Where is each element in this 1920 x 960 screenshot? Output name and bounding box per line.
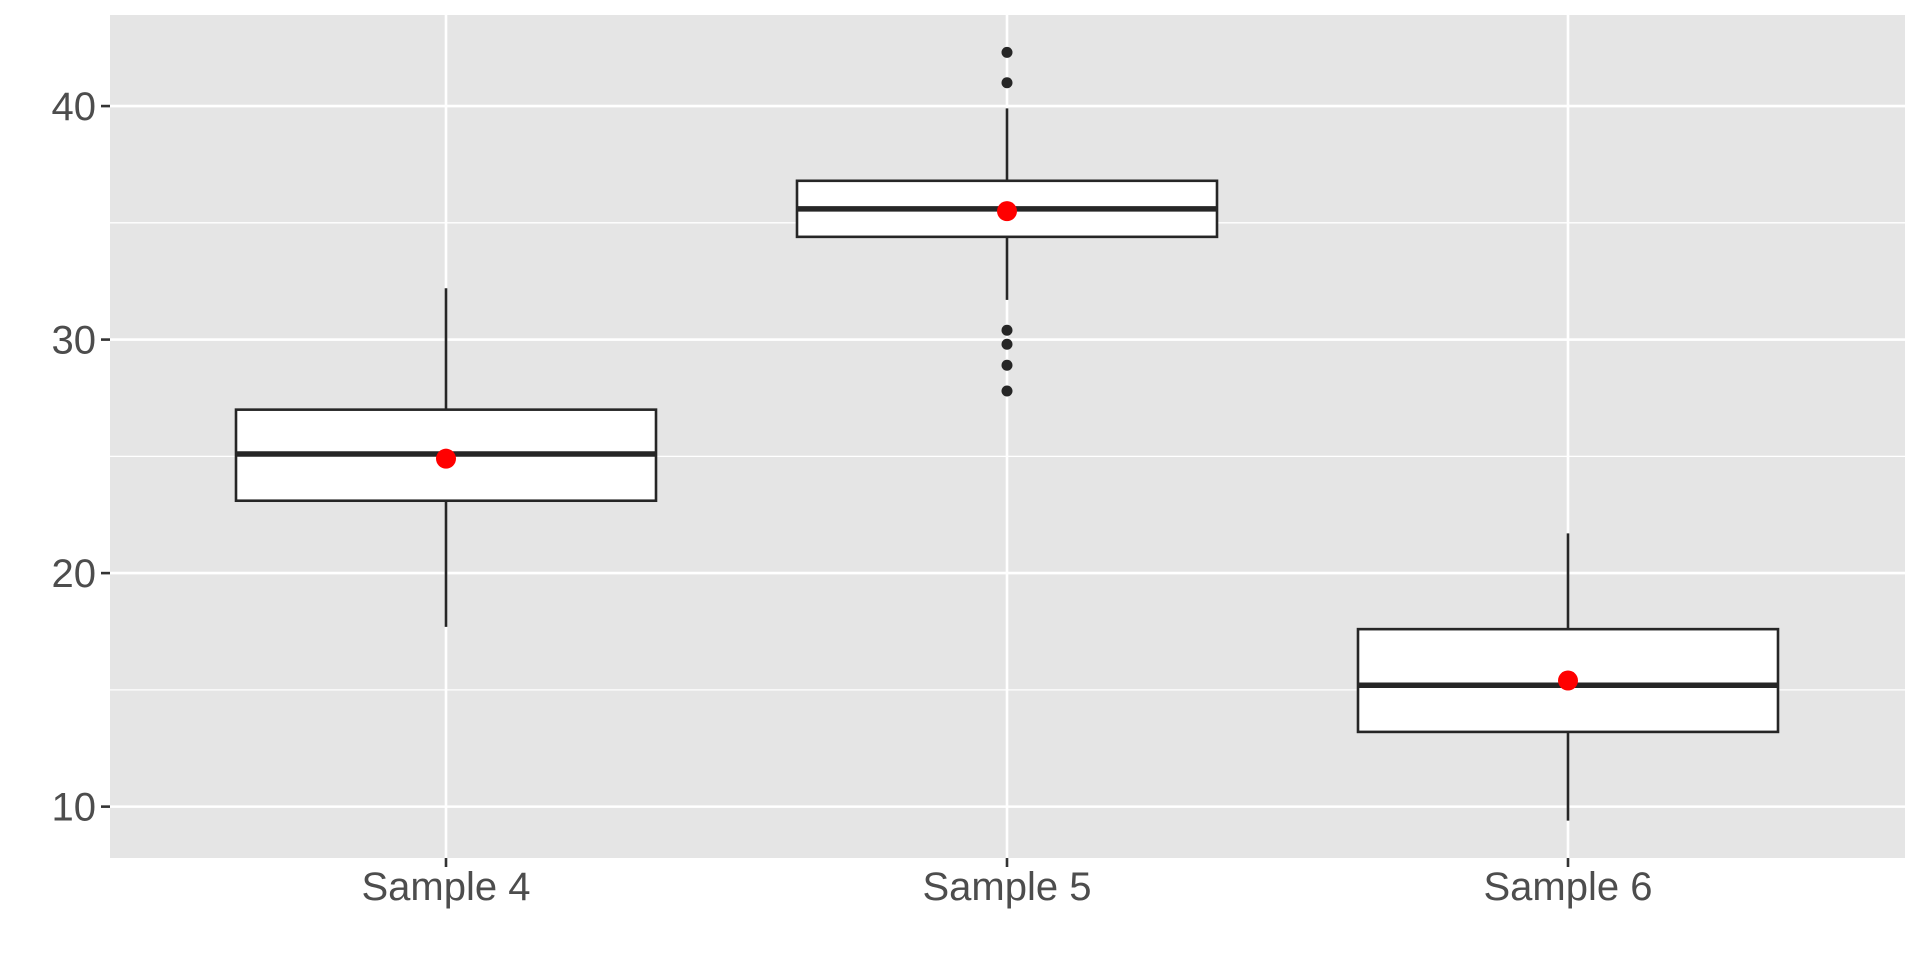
outlier-point	[1001, 324, 1013, 336]
mean-point	[997, 201, 1017, 222]
boxplot-series	[234, 46, 1780, 821]
outlier-point	[1001, 46, 1013, 58]
x-tick-label: Sample 5	[923, 865, 1092, 909]
outlier-point	[1001, 338, 1013, 350]
mean-point	[436, 448, 456, 469]
x-axis: Sample 4 Sample 5 Sample 6	[362, 858, 1653, 909]
box-group	[795, 46, 1219, 397]
mean-point	[1558, 670, 1578, 691]
y-tick-label: 40	[52, 85, 97, 129]
x-tick-label: Sample 6	[1484, 865, 1653, 909]
x-tick-label: Sample 4	[362, 865, 531, 909]
box-group	[234, 288, 658, 627]
y-tick-label: 10	[52, 786, 97, 830]
y-axis: 10 20 30 40	[52, 85, 110, 830]
box-group	[1356, 533, 1780, 821]
y-tick-label: 20	[52, 552, 97, 596]
y-tick-label: 30	[52, 319, 97, 363]
outlier-point	[1001, 385, 1013, 397]
outlier-point	[1001, 77, 1013, 89]
outlier-point	[1001, 359, 1013, 371]
